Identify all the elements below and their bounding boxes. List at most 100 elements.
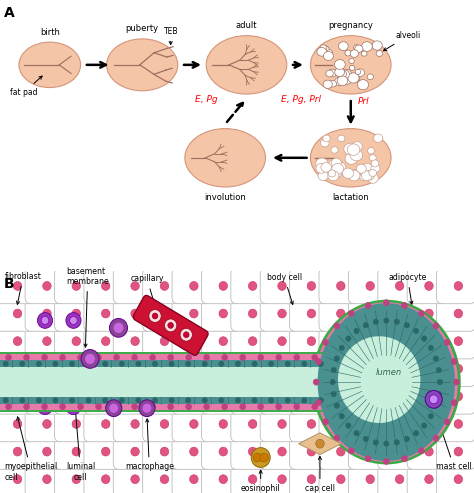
- Circle shape: [102, 361, 108, 367]
- Circle shape: [13, 475, 22, 484]
- Circle shape: [350, 50, 358, 57]
- Circle shape: [404, 322, 410, 328]
- FancyBboxPatch shape: [378, 406, 417, 442]
- Circle shape: [285, 361, 290, 367]
- FancyBboxPatch shape: [378, 461, 417, 493]
- FancyBboxPatch shape: [407, 434, 446, 469]
- FancyBboxPatch shape: [319, 296, 358, 331]
- FancyBboxPatch shape: [378, 268, 417, 304]
- FancyBboxPatch shape: [143, 268, 182, 304]
- FancyBboxPatch shape: [290, 351, 328, 387]
- Circle shape: [186, 354, 191, 360]
- Circle shape: [276, 354, 282, 360]
- Circle shape: [72, 392, 81, 401]
- Circle shape: [374, 134, 383, 142]
- Circle shape: [248, 475, 257, 484]
- FancyBboxPatch shape: [113, 351, 152, 387]
- Circle shape: [394, 440, 400, 445]
- Circle shape: [346, 423, 351, 428]
- Circle shape: [454, 392, 463, 401]
- Circle shape: [323, 51, 333, 61]
- FancyBboxPatch shape: [25, 351, 64, 387]
- Circle shape: [149, 310, 161, 322]
- Circle shape: [342, 70, 351, 77]
- FancyBboxPatch shape: [201, 296, 240, 331]
- Circle shape: [366, 475, 374, 484]
- Circle shape: [132, 354, 137, 360]
- Circle shape: [337, 392, 345, 401]
- FancyBboxPatch shape: [231, 379, 270, 414]
- Text: capillary: capillary: [130, 275, 164, 314]
- Circle shape: [413, 328, 419, 334]
- Circle shape: [96, 404, 101, 410]
- Circle shape: [160, 309, 169, 318]
- Circle shape: [13, 309, 22, 318]
- Circle shape: [185, 397, 191, 403]
- Circle shape: [185, 361, 191, 367]
- FancyBboxPatch shape: [201, 268, 240, 304]
- Circle shape: [383, 300, 389, 306]
- Circle shape: [36, 361, 42, 367]
- Circle shape: [285, 397, 290, 403]
- Circle shape: [78, 354, 83, 360]
- FancyBboxPatch shape: [260, 406, 299, 442]
- Circle shape: [433, 403, 438, 408]
- Circle shape: [278, 420, 286, 428]
- FancyBboxPatch shape: [407, 268, 446, 304]
- Circle shape: [294, 354, 300, 360]
- Circle shape: [328, 167, 338, 176]
- FancyBboxPatch shape: [143, 351, 182, 387]
- Circle shape: [363, 436, 368, 442]
- Circle shape: [436, 391, 441, 397]
- Circle shape: [43, 364, 51, 373]
- Polygon shape: [0, 404, 322, 410]
- Circle shape: [235, 361, 240, 367]
- Circle shape: [70, 403, 77, 411]
- Circle shape: [190, 420, 198, 428]
- Circle shape: [327, 50, 332, 55]
- Circle shape: [383, 458, 389, 464]
- Circle shape: [429, 395, 438, 404]
- Circle shape: [268, 397, 274, 403]
- Circle shape: [366, 447, 374, 456]
- Circle shape: [334, 323, 340, 329]
- Circle shape: [168, 354, 173, 360]
- FancyBboxPatch shape: [260, 379, 299, 414]
- Circle shape: [444, 339, 450, 346]
- FancyBboxPatch shape: [84, 268, 123, 304]
- FancyBboxPatch shape: [143, 323, 182, 359]
- Circle shape: [160, 392, 169, 401]
- Circle shape: [131, 392, 139, 401]
- Circle shape: [248, 420, 257, 428]
- Circle shape: [323, 419, 328, 425]
- FancyBboxPatch shape: [113, 461, 152, 493]
- Circle shape: [109, 404, 118, 413]
- Circle shape: [366, 309, 374, 318]
- Circle shape: [444, 419, 450, 425]
- Circle shape: [347, 144, 360, 155]
- Circle shape: [454, 475, 463, 484]
- FancyBboxPatch shape: [113, 323, 152, 359]
- Circle shape: [425, 475, 433, 484]
- Text: macrophage: macrophage: [125, 419, 174, 471]
- FancyBboxPatch shape: [260, 434, 299, 469]
- Circle shape: [348, 170, 360, 181]
- Circle shape: [331, 158, 341, 168]
- Circle shape: [342, 168, 354, 178]
- Circle shape: [278, 337, 286, 346]
- Circle shape: [316, 158, 328, 170]
- Circle shape: [78, 404, 83, 410]
- FancyBboxPatch shape: [437, 351, 474, 387]
- Circle shape: [395, 475, 404, 484]
- Text: adult: adult: [236, 21, 257, 30]
- Circle shape: [41, 403, 49, 411]
- Circle shape: [323, 135, 330, 142]
- Circle shape: [43, 475, 51, 484]
- Circle shape: [202, 397, 207, 403]
- FancyBboxPatch shape: [290, 461, 328, 493]
- Ellipse shape: [206, 35, 287, 94]
- Circle shape: [42, 404, 47, 410]
- Text: lumen: lumen: [375, 368, 402, 377]
- FancyBboxPatch shape: [172, 406, 211, 442]
- Circle shape: [101, 337, 110, 346]
